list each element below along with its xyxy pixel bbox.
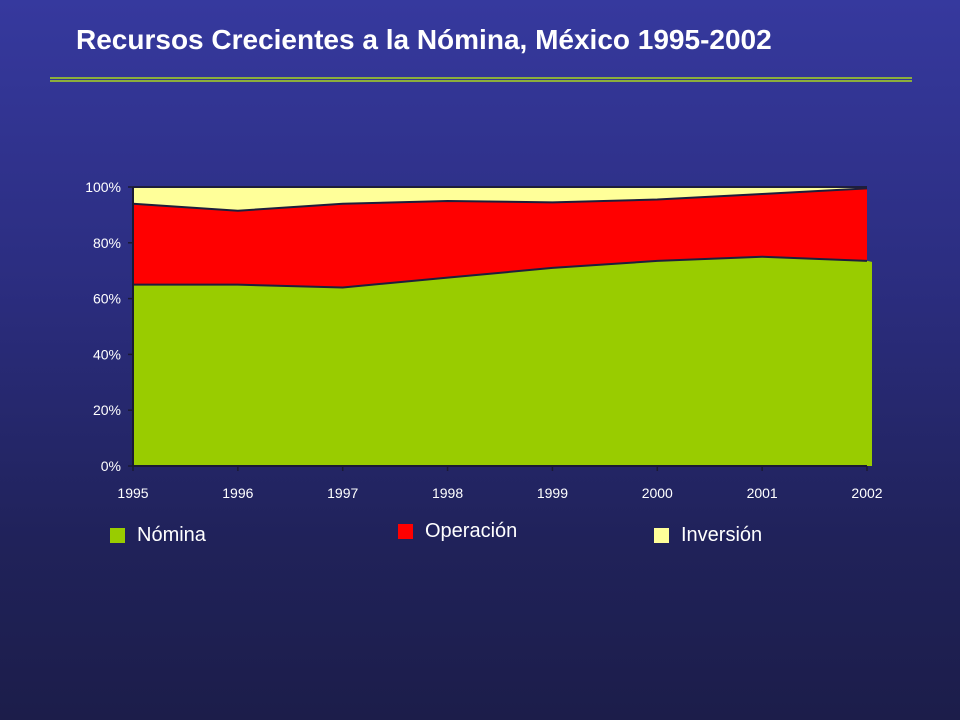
x-tick-label: 2002 <box>851 485 882 501</box>
series-boundary-line-1 <box>133 255 868 289</box>
legend-label-operacion: Operación <box>425 520 518 542</box>
y-tick-label: 40% <box>93 346 121 362</box>
area-series-operacion <box>133 188 867 288</box>
x-tick-label: 1997 <box>327 485 358 501</box>
x-tick-label: 2000 <box>642 485 673 501</box>
x-tick-label: 1998 <box>432 485 463 501</box>
legend-item-inversion: Inversión <box>654 524 762 547</box>
legend-swatch-inversion <box>654 528 669 543</box>
title-divider <box>50 77 912 82</box>
y-tick-label: 60% <box>93 291 121 307</box>
legend-label-inversion: Inversión <box>681 524 763 546</box>
area-series-nomina <box>133 256 867 466</box>
y-tick-label: 100% <box>85 179 121 195</box>
y-tick-label: 0% <box>101 458 121 474</box>
x-tick-label: 1996 <box>222 485 253 501</box>
x-tick-label: 1995 <box>117 485 148 501</box>
area-depth-side <box>867 260 872 466</box>
legend-item-operacion: Operación <box>398 520 517 543</box>
series-boundary-line-2 <box>132 187 868 212</box>
y-tick-label: 20% <box>93 402 121 418</box>
x-tick-label: 2001 <box>747 485 778 501</box>
legend-swatch-operacion <box>398 524 413 539</box>
y-tick-label: 80% <box>93 235 121 251</box>
x-tick-label: 1999 <box>537 485 568 501</box>
legend-swatch-nomina <box>110 528 125 543</box>
slide-title: Recursos Crecientes a la Nómina, México … <box>76 24 772 55</box>
legend-label-nomina: Nómina <box>137 524 206 546</box>
legend-item-nomina: Nómina <box>110 524 206 547</box>
